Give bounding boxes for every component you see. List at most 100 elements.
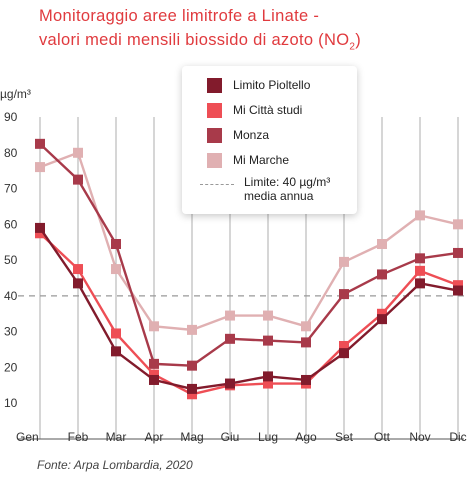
point-monza-mag — [187, 360, 197, 371]
point-limito-pioltello-lug — [263, 371, 273, 382]
legend-swatch-monza — [207, 127, 222, 143]
legend-limit-line-2: media annua — [244, 189, 314, 203]
point-limito-pioltello-feb — [73, 278, 83, 289]
point-limito-pioltello-apr — [149, 374, 159, 385]
source-note: Fonte: Arpa Lombardia, 2020 — [37, 458, 193, 472]
legend-swatch-limito-pioltello — [207, 77, 222, 93]
point-monza-nov — [415, 253, 425, 264]
x-tick-set: Set — [335, 430, 354, 444]
legend-label-monza: Monza — [233, 128, 270, 142]
point-monza-ott — [377, 269, 387, 280]
legend-limit-dash — [200, 184, 234, 185]
legend-item-monza: Monza — [207, 127, 269, 143]
point-mi-citt-studi-lug — [263, 378, 273, 389]
x-tick-apr: Apr — [145, 430, 164, 444]
legend-swatch-mi-citt-studi — [207, 102, 222, 118]
x-tick-ago: Ago — [295, 430, 317, 444]
point-mi-marche-giu — [225, 310, 235, 321]
point-limito-pioltello-dic — [453, 285, 463, 296]
x-tick-ott: Ott — [374, 430, 391, 444]
y-tick-10: 10 — [4, 396, 18, 410]
point-monza-feb — [73, 174, 83, 185]
point-mi-marche-lug — [263, 310, 273, 321]
point-limito-pioltello-ott — [377, 314, 387, 325]
series-limito-pioltello — [35, 222, 463, 394]
point-limito-pioltello-ago — [301, 374, 311, 385]
line-mi-marche — [39, 151, 459, 332]
x-tick-feb: Feb — [68, 430, 89, 444]
legend: Limito Pioltello Mi Città studi Monza Mi Ma… — [182, 66, 357, 214]
line-limito-pioltello — [39, 227, 459, 391]
legend-limit-label: Limite: 40 µg/m³ media annua — [244, 175, 330, 203]
x-tick-nov: Nov — [409, 430, 430, 444]
x-tick-lug: Lug — [258, 430, 278, 444]
point-monza-mar — [111, 239, 121, 250]
series-mi-marche — [35, 147, 463, 335]
point-mi-marche-ott — [377, 239, 387, 250]
y-tick-90: 90 — [4, 110, 18, 124]
point-monza-lug — [263, 335, 273, 346]
point-monza-set — [339, 289, 349, 300]
y-axis-label: µg/m³ — [0, 87, 31, 101]
x-tick-dic: Dic — [449, 430, 466, 444]
legend-label-limito-pioltello: Limito Pioltello — [233, 78, 311, 92]
legend-item-limito-pioltello: Limito Pioltello — [207, 77, 310, 93]
point-mi-citt-studi-apr — [149, 369, 159, 380]
title-subscript: 2 — [349, 41, 356, 53]
point-monza-giu — [225, 333, 235, 344]
y-tick-70: 70 — [4, 182, 18, 196]
title-close-paren: ) — [355, 31, 362, 49]
point-mi-marche-mag — [187, 324, 197, 335]
x-tick-gen: Gen — [16, 430, 39, 444]
legend-label-mi-citt-studi: Mi Città studi — [233, 103, 303, 117]
title-line-2-text: valori medi mensili biossido di azoto (N… — [39, 31, 350, 49]
point-limito-pioltello-mar — [111, 346, 121, 357]
point-mi-citt-studi-mag — [187, 389, 197, 400]
point-mi-citt-studi-nov — [415, 265, 425, 276]
y-tick-80: 80 — [4, 146, 18, 160]
y-tick-40: 40 — [4, 289, 18, 303]
point-limito-pioltello-set — [339, 348, 349, 359]
series-mi-citt-studi — [35, 228, 463, 400]
point-mi-citt-studi-set — [339, 340, 349, 351]
point-limito-pioltello-gen — [35, 222, 45, 233]
point-mi-marche-dic — [453, 219, 463, 230]
point-mi-citt-studi-dic — [453, 280, 463, 291]
x-tick-labels: Gen Feb Mar Apr Mag Giu Lug Ago Set Ott Nov Dic — [16, 430, 467, 444]
point-limito-pioltello-mag — [187, 383, 197, 394]
x-tick-mag: Mag — [180, 430, 203, 444]
legend-limit-line-1: Limite: 40 µg/m³ — [244, 175, 331, 189]
point-monza-gen — [35, 138, 45, 149]
y-tick-30: 30 — [4, 325, 18, 339]
series-monza — [35, 138, 463, 371]
point-mi-citt-studi-mar — [111, 328, 121, 339]
y-tick-50: 50 — [4, 253, 18, 267]
title-line-1: Monitoraggio aree limitrofe a Linate - — [39, 7, 320, 25]
line-mi-citt-studi — [39, 232, 459, 396]
point-mi-marche-nov — [415, 210, 425, 221]
series-lines — [35, 138, 463, 400]
point-mi-citt-studi-ott — [377, 308, 387, 319]
point-monza-ago — [301, 337, 311, 348]
y-tick-60: 60 — [4, 217, 18, 231]
legend-item-mi-marche: Mi Marche — [207, 152, 289, 168]
point-mi-marche-mar — [111, 264, 121, 275]
x-tick-mar: Mar — [106, 430, 127, 444]
point-monza-apr — [149, 358, 159, 369]
point-mi-marche-gen — [35, 162, 45, 173]
x-tick-giu: Giu — [221, 430, 240, 444]
y-tick-20: 20 — [4, 360, 18, 374]
point-mi-marche-apr — [149, 321, 159, 332]
y-tick-labels: 10 20 30 40 50 60 70 80 90 — [4, 110, 18, 410]
point-limito-pioltello-nov — [415, 278, 425, 289]
legend-label-mi-marche: Mi Marche — [233, 153, 290, 167]
chart-title: Monitoraggio aree limitrofe a Linate - v… — [39, 4, 361, 59]
point-mi-marche-feb — [73, 147, 83, 158]
title-line-2: valori medi mensili biossido di azoto (N… — [39, 28, 361, 59]
line-monza — [39, 142, 459, 367]
legend-item-mi-citt-studi: Mi Città studi — [207, 102, 302, 118]
point-mi-marche-ago — [301, 321, 311, 332]
point-mi-citt-studi-feb — [73, 264, 83, 275]
point-limito-pioltello-giu — [225, 378, 235, 389]
point-mi-citt-studi-gen — [35, 228, 45, 239]
